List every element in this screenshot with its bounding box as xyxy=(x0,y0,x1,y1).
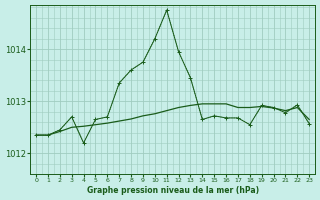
X-axis label: Graphe pression niveau de la mer (hPa): Graphe pression niveau de la mer (hPa) xyxy=(87,186,259,195)
